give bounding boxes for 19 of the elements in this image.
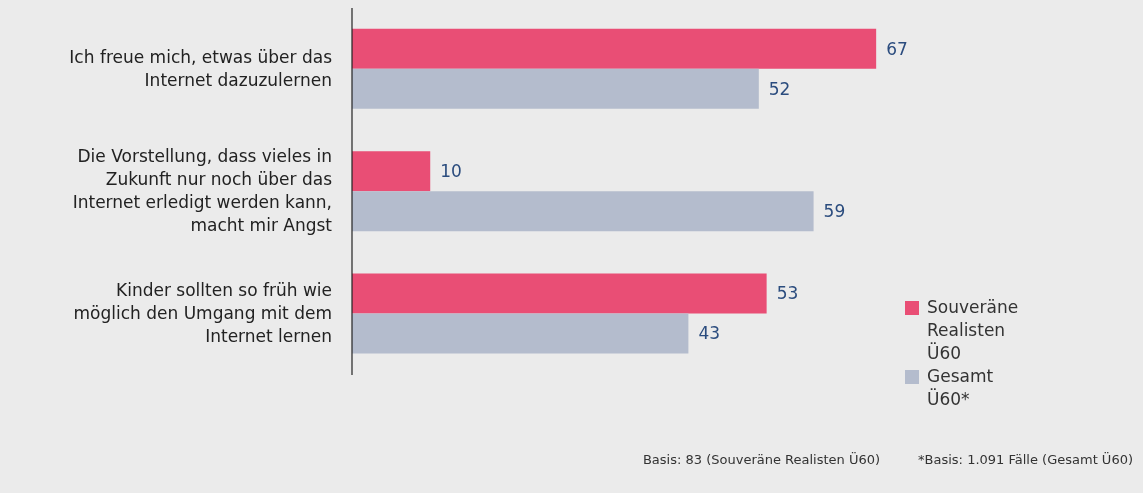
y-tick-label: Ich freue mich, etwas über das Internet dazuzulernen (69, 46, 333, 90)
data-label: 67 (886, 38, 908, 59)
bar (352, 28, 877, 69)
y-tick-label: Die Vorstellung, dass vieles in Zukunft nur noch über das Internet erledigt werden kann, macht mir Angst (72, 146, 333, 235)
data-label: 10 (440, 161, 462, 182)
text: Basis: 83 (Souveräne Realisten Ü60) (642, 452, 881, 467)
legend-label: Gesamt Ü60* (927, 365, 994, 411)
data-label: 43 (698, 323, 721, 344)
data-label: 59 (823, 201, 846, 222)
data-label: 52 (768, 78, 791, 99)
y-tick-label: Kinder sollten so früh wie möglich den Umgang mit dem Internet lernen (73, 279, 332, 346)
bar (352, 313, 689, 354)
bar (352, 151, 431, 192)
bar (352, 191, 814, 232)
bar (352, 68, 759, 109)
legend-label: Souveräne Realisten Ü60 (927, 296, 1019, 365)
bar (352, 273, 767, 314)
text: *Basis: 1.091 Fälle (Gesamt Ü60) (918, 452, 1133, 467)
data-label: 53 (776, 283, 799, 304)
